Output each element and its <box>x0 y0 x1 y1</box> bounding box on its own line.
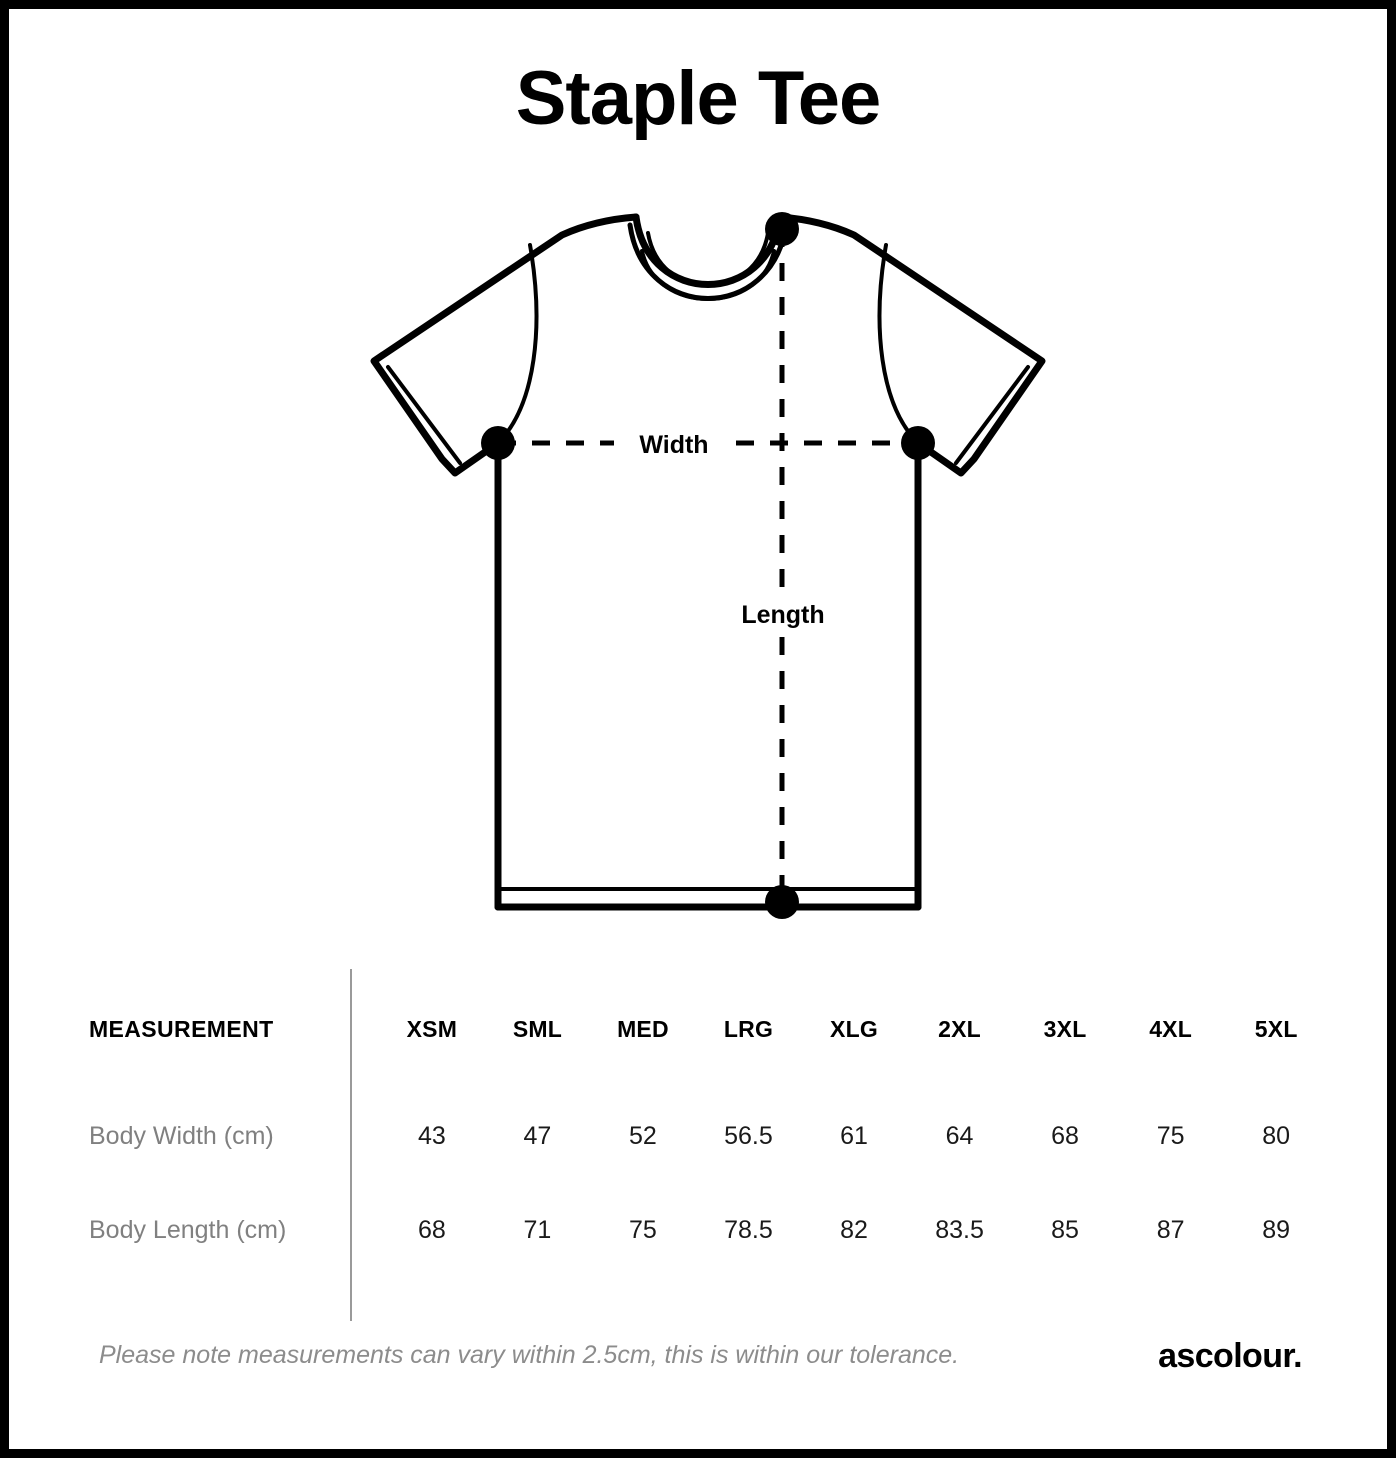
body-width-med: 52 <box>629 1121 657 1150</box>
body-width-xsm: 43 <box>417 1121 446 1150</box>
table-column-divider <box>350 969 352 1321</box>
tshirt-outline-svg: Width Length <box>370 212 1046 919</box>
width-point-right-marker <box>901 426 935 460</box>
length-point-bottom-marker <box>765 885 799 919</box>
length-label-backdrop <box>712 593 854 635</box>
measurement-column-header: MEASUREMENT <box>89 1015 274 1042</box>
tolerance-note: Please note measurements can vary within… <box>99 1341 960 1369</box>
size-header-2xl: 2XL <box>938 1015 981 1042</box>
tshirt-diagram: Width Length <box>348 195 1068 945</box>
width-point-left-marker <box>481 426 515 460</box>
width-label-backdrop <box>614 423 734 465</box>
size-header-4xl: 4XL <box>1149 1015 1192 1042</box>
page-title: Staple Tee <box>515 56 882 141</box>
size-header-lrg: LRG <box>723 1015 774 1042</box>
body-length-3xl: 85 <box>1051 1215 1079 1244</box>
body-width-5xl: 80 <box>1262 1121 1291 1150</box>
tshirt-body-outline <box>370 213 1046 911</box>
length-point-top-marker <box>765 212 799 246</box>
body-length-med: 75 <box>629 1215 657 1244</box>
table-row: Body Length (cm) 68 71 75 78.5 82 83.5 8… <box>89 1183 1329 1277</box>
body-width-xlg: 61 <box>840 1121 868 1150</box>
size-header-med: MED <box>617 1015 669 1042</box>
table-row: Body Width (cm) 43 47 52 56.5 61 64 68 7… <box>89 1089 1329 1183</box>
width-label: Width <box>639 431 708 459</box>
size-header-sml: SML <box>512 1015 562 1042</box>
body-width-sml: 47 <box>523 1121 552 1150</box>
body-length-xlg: 82 <box>840 1215 868 1244</box>
size-header-5xl: 5XL <box>1254 1015 1298 1042</box>
table-header-row: MEASUREMENT XSM SML MED LRG XLG 2XL 3XL … <box>89 969 1329 1089</box>
brand-logo: ascolour. <box>1158 1337 1302 1375</box>
row-label-body-length: Body Length (cm) <box>89 1215 287 1244</box>
body-width-lrg: 56.5 <box>724 1121 773 1150</box>
body-width-2xl: 64 <box>945 1121 974 1150</box>
body-length-4xl: 87 <box>1156 1215 1185 1244</box>
size-header-xlg: XLG <box>830 1015 878 1042</box>
body-length-lrg: 78.5 <box>724 1215 773 1244</box>
body-length-sml: 71 <box>523 1215 552 1244</box>
body-length-2xl: 83.5 <box>935 1215 984 1244</box>
measurement-table: MEASUREMENT XSM SML MED LRG XLG 2XL 3XL … <box>89 969 1329 1277</box>
body-width-4xl: 75 <box>1156 1121 1185 1150</box>
row-label-body-width: Body Width (cm) <box>89 1121 274 1150</box>
measurement-table-container: MEASUREMENT XSM SML MED LRG XLG 2XL 3XL … <box>89 969 1329 1324</box>
size-header-xsm: XSM <box>406 1015 458 1042</box>
body-length-xsm: 68 <box>417 1215 446 1244</box>
body-length-5xl: 89 <box>1262 1215 1291 1244</box>
length-label: Length <box>741 601 824 629</box>
body-width-3xl: 68 <box>1051 1121 1079 1150</box>
size-header-3xl: 3XL <box>1043 1015 1087 1042</box>
